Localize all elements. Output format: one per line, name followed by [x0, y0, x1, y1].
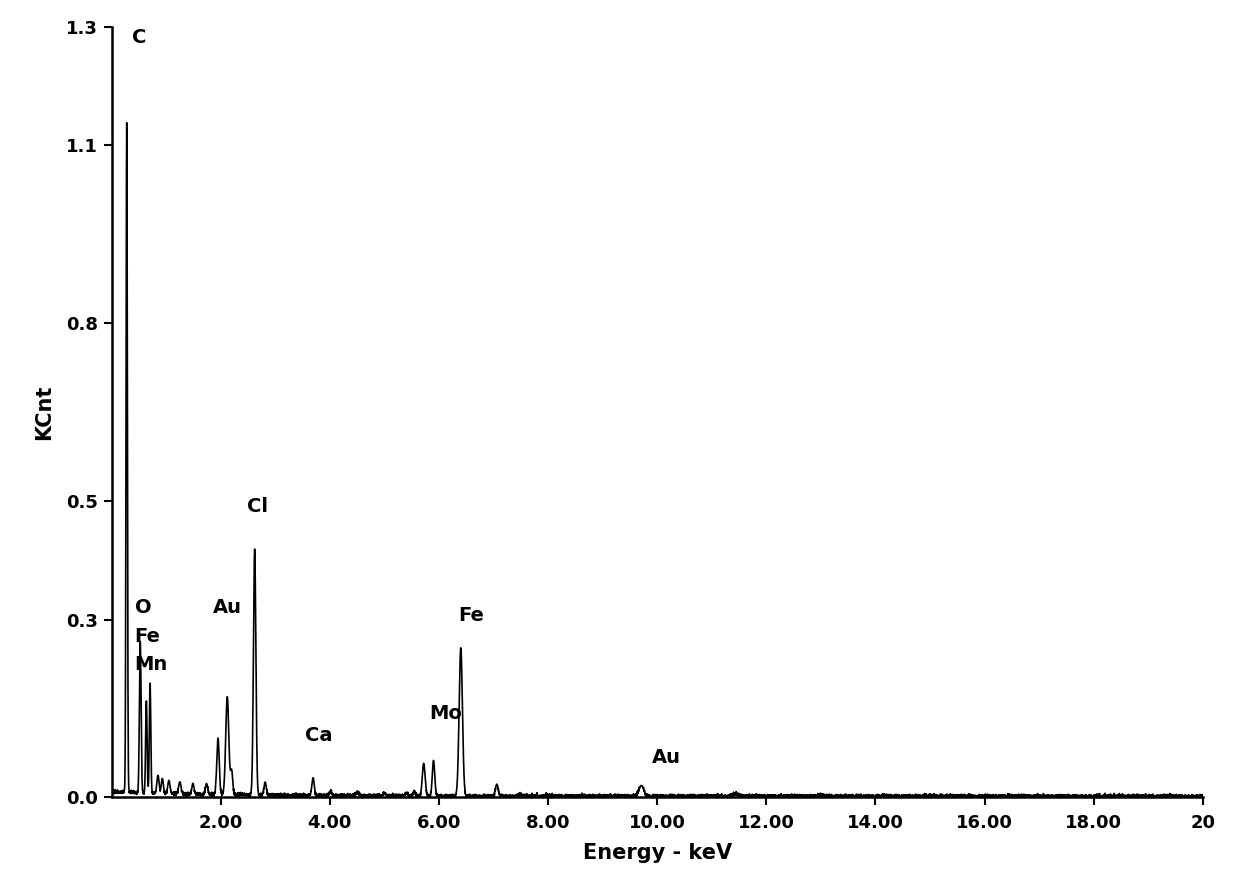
X-axis label: Energy - keV: Energy - keV [583, 843, 732, 863]
Text: O: O [134, 597, 151, 617]
Text: Mn: Mn [134, 655, 167, 674]
Text: Fe: Fe [458, 606, 484, 626]
Text: Mo: Mo [429, 704, 463, 723]
Y-axis label: KCnt: KCnt [35, 385, 55, 439]
Text: Cl: Cl [247, 497, 268, 516]
Text: Ca: Ca [305, 727, 332, 745]
Text: Au: Au [212, 597, 242, 617]
Text: Fe: Fe [134, 627, 160, 646]
Text: Au: Au [652, 748, 681, 766]
Text: C: C [133, 28, 146, 47]
